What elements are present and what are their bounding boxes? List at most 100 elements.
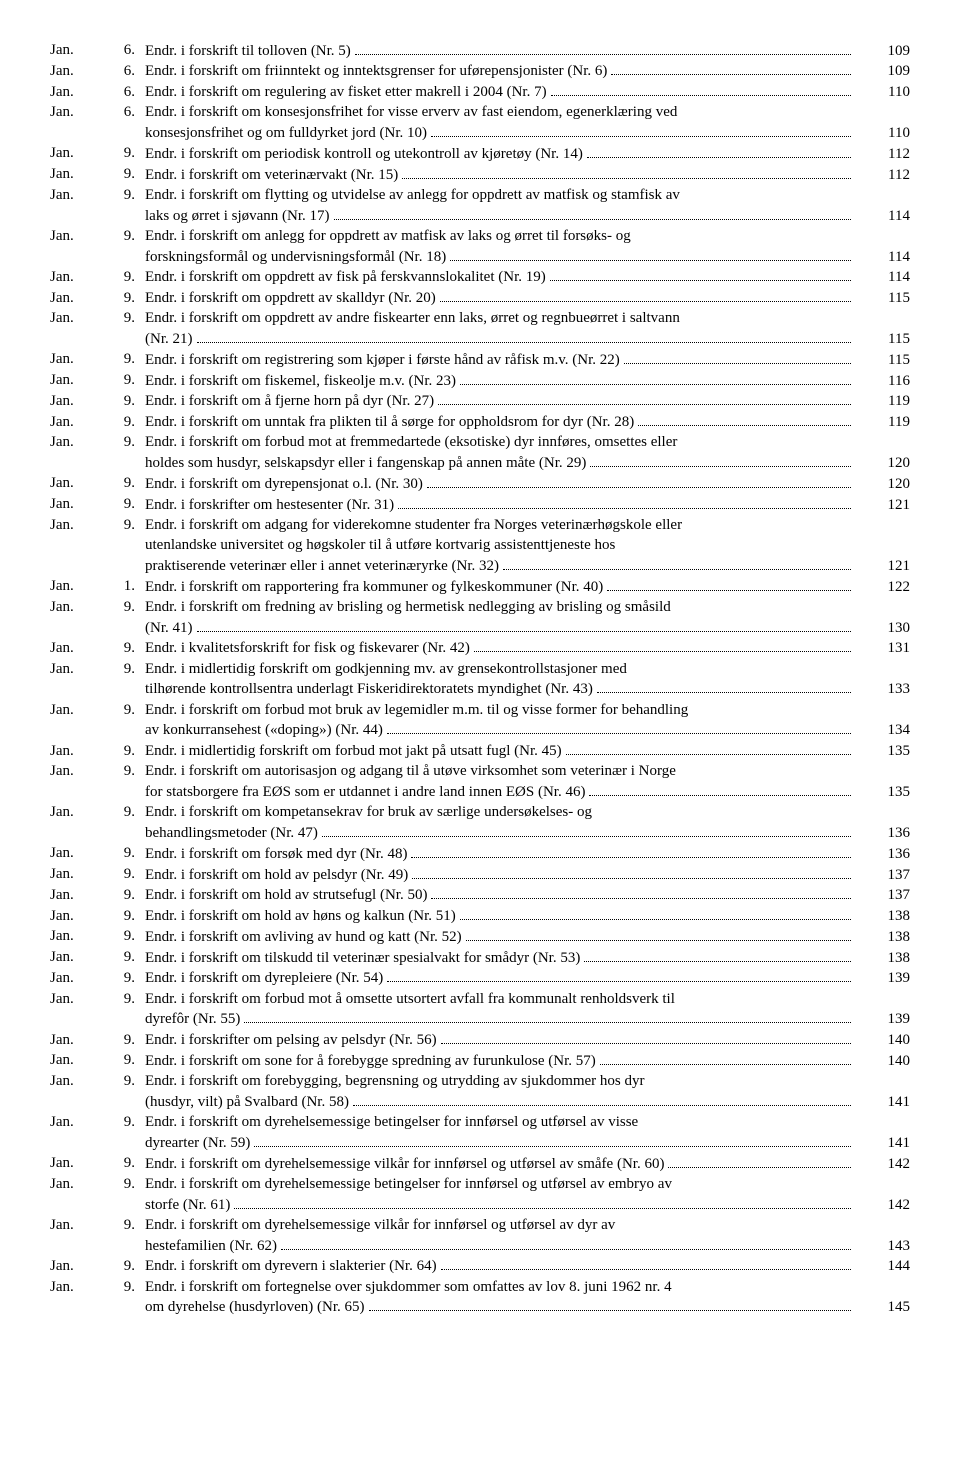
page-number: 116 [865,371,910,391]
page-number: 134 [865,720,910,740]
leader-dots [566,741,851,756]
month: Jan. [50,1174,95,1194]
description: Endr. i forskrift om forsøk med dyr (Nr.… [145,843,865,864]
day: 9. [95,947,145,967]
page-number: 141 [865,1092,910,1112]
desc-text: Endr. i forskrift om dyrehelsemessige be… [145,1112,638,1132]
page-number: 114 [865,267,910,287]
day: 9. [95,864,145,884]
month: Jan. [50,802,95,822]
desc-text: hestefamilien (Nr. 62) [145,1236,277,1256]
day: 9. [95,989,145,1009]
desc-text: Endr. i forskrift om fiskemel, fiskeolje… [145,371,456,391]
description: Endr. i forskrift om dyrepensjonat o.l. … [145,473,865,494]
day: 9. [95,1256,145,1276]
desc-text: Endr. i forskrift om å fjerne horn på dy… [145,391,434,411]
day: 9. [95,926,145,946]
desc-text: Endr. i forskrift om oppdrett av andre f… [145,308,680,328]
day: 9. [95,1215,145,1235]
day: 9. [95,761,145,781]
toc-entry: Jan.9.Endr. i forskrift om fredning av b… [50,597,910,638]
description: Endr. i midlertidig forskrift om forbud … [145,741,865,762]
leader-dots [438,391,851,406]
desc-text: Endr. i forskrift om rapportering fra ko… [145,577,603,597]
toc-entry: Jan.9.Endr. i forskrift om hold av strut… [50,885,910,906]
description: Endr. i forskrift om sone for å forebygg… [145,1050,865,1071]
month: Jan. [50,1071,95,1091]
day: 9. [95,843,145,863]
page-number: 135 [865,741,910,761]
day: 9. [95,1153,145,1173]
leader-dots [551,82,851,97]
page-number: 120 [865,474,910,494]
day: 9. [95,494,145,514]
month: Jan. [50,1112,95,1132]
description: Endr. i forskrift om fortegnelse over sj… [145,1277,865,1318]
description: Endr. i forskrifter om pelsing av pelsdy… [145,1030,865,1051]
page-number: 140 [865,1030,910,1050]
description: Endr. i forskrift om friinntekt og innte… [145,61,865,82]
leader-dots [281,1235,851,1250]
day: 9. [95,308,145,328]
desc-text: konsesjonsfrihet og om fulldyrket jord (… [145,123,427,143]
desc-text: Endr. i forskrift om hold av pelsdyr (Nr… [145,865,408,885]
leader-dots [197,329,852,344]
description: Endr. i forskrift om avliving av hund og… [145,926,865,947]
day: 9. [95,432,145,452]
desc-text: Endr. i forskrift om tilskudd til veteri… [145,948,580,968]
month: Jan. [50,164,95,184]
toc-entry: Jan.9.Endr. i forskrift om periodisk kon… [50,143,910,164]
leader-dots [427,473,851,488]
leader-dots [590,453,851,468]
toc-entry: Jan.9.Endr. i forskrift om anlegg for op… [50,226,910,267]
toc-list: Jan.6.Endr. i forskrift til tolloven (Nr… [50,40,910,1318]
desc-text: praktiserende veterinær eller i annet ve… [145,556,499,576]
day: 9. [95,885,145,905]
day: 9. [95,391,145,411]
leader-dots [587,143,851,158]
desc-text: storfe (Nr. 61) [145,1195,230,1215]
desc-text: Endr. i forskrifter om hestesenter (Nr. … [145,495,394,515]
page-number: 142 [865,1154,910,1174]
day: 9. [95,638,145,658]
page-number: 122 [865,577,910,597]
page-number: 138 [865,906,910,926]
toc-entry: Jan.9.Endr. i forskrift om forbud mot br… [50,700,910,741]
toc-entry: Jan.9.Endr. i forskrift om dyrehelsemess… [50,1215,910,1256]
month: Jan. [50,989,95,1009]
month: Jan. [50,1153,95,1173]
toc-entry: Jan.9.Endr. i forskrift om tilskudd til … [50,947,910,968]
page-number: 120 [865,453,910,473]
leader-dots [412,864,851,879]
description: Endr. i forskrift om periodisk kontroll … [145,143,865,164]
leader-dots [597,679,851,694]
leader-dots [600,1050,851,1065]
day: 9. [95,700,145,720]
desc-text: laks og ørret i sjøvann (Nr. 17) [145,206,330,226]
desc-text: Endr. i forskrift om veterinærvakt (Nr. … [145,165,398,185]
month: Jan. [50,700,95,720]
month: Jan. [50,576,95,596]
month: Jan. [50,741,95,761]
day: 9. [95,968,145,988]
day: 9. [95,741,145,761]
toc-entry: Jan.9.Endr. i forskrift om oppdrett av s… [50,288,910,309]
month: Jan. [50,40,95,60]
day: 9. [95,802,145,822]
toc-entry: Jan.9.Endr. i forskrift om avliving av h… [50,926,910,947]
description: Endr. i forskrift om dyrehelsemessige be… [145,1112,865,1153]
page-number: 135 [865,782,910,802]
desc-text: Endr. i forskrift om hold av strutsefugl… [145,885,427,905]
day: 6. [95,82,145,102]
toc-entry: Jan.9.Endr. i forskrift om forbud mot at… [50,432,910,473]
month: Jan. [50,947,95,967]
toc-entry: Jan.9.Endr. i forskrifter om hestesenter… [50,494,910,515]
desc-text: Endr. i forskrift om autorisasjon og adg… [145,761,676,781]
toc-entry: Jan.9.Endr. i forskrift om dyrevern i sl… [50,1256,910,1277]
desc-text: Endr. i forskrifter om pelsing av pelsdy… [145,1030,437,1050]
description: Endr. i forskrift om konsesjonsfrihet fo… [145,102,865,143]
page-number: 121 [865,495,910,515]
toc-entry: Jan.9.Endr. i forskrift om forbud mot å … [50,989,910,1030]
month: Jan. [50,349,95,369]
page-number: 114 [865,206,910,226]
